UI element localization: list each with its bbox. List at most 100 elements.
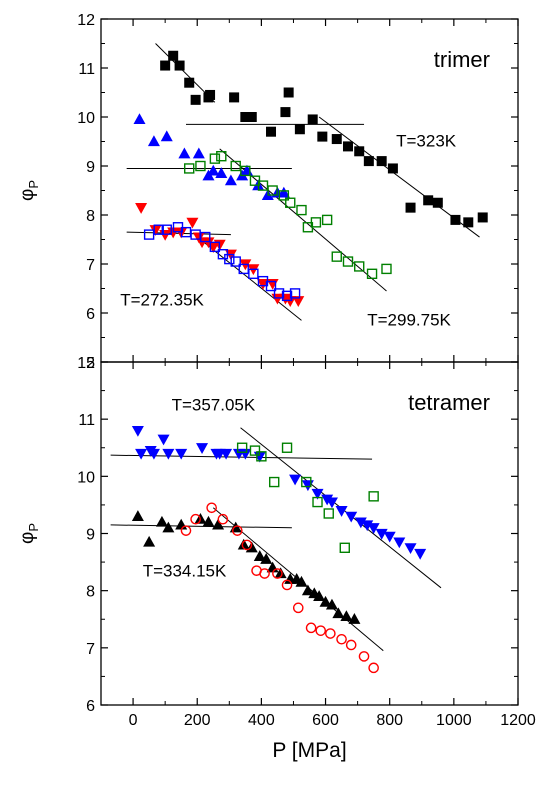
data-point [404, 543, 417, 554]
data-point [162, 448, 175, 460]
data-point [289, 474, 302, 486]
data-point [432, 197, 443, 208]
data-point [168, 50, 179, 61]
data-point [323, 508, 334, 519]
y-tick-label: 12 [77, 12, 95, 29]
data-point [180, 525, 192, 536]
series-3 [180, 502, 379, 674]
data-point [259, 568, 270, 579]
temperature-annotation: T=272.35K [120, 291, 204, 310]
data-point [216, 150, 227, 162]
series-0 [160, 50, 488, 228]
data-point [147, 448, 160, 460]
data-point [178, 147, 191, 159]
data-point [224, 174, 237, 186]
data-point [354, 517, 367, 529]
fit-line [110, 454, 373, 460]
data-point [277, 186, 290, 198]
data-point [135, 448, 148, 460]
y-tick-label: 9 [86, 527, 95, 544]
data-point [317, 131, 328, 142]
y-tick-label: 7 [86, 257, 95, 274]
data-point [184, 163, 195, 174]
data-point [284, 296, 297, 307]
data-point [292, 602, 304, 614]
data-point [311, 488, 324, 500]
data-point [186, 217, 199, 229]
data-point [405, 202, 416, 213]
data-point [339, 542, 350, 553]
temperature-annotation: T=299.75K [367, 310, 451, 329]
temperature-annotation: T=334.15K [143, 561, 227, 580]
temperature-annotation: T=323K [396, 131, 457, 150]
data-point [315, 625, 327, 636]
x-tick-label: 0 [129, 712, 138, 729]
x-tick-label: 400 [248, 712, 275, 729]
data-point [354, 146, 365, 157]
data-point [135, 203, 148, 214]
data-point [155, 515, 168, 527]
fit-line [110, 524, 292, 529]
data-point [348, 613, 361, 624]
y-tick-label: 10 [77, 110, 95, 127]
panel-top: 5 6 7 8 9 10 11 12 φP trimer T=323K T=299.75K T=272.… [17, 12, 519, 372]
y-tick-label: 5 [86, 355, 95, 372]
panel-bottom: 6 7 8 9 10 11 12 0 200 400 600 800 1000 1200 P [MPa] φP… [17, 355, 536, 762]
data-point [265, 280, 277, 292]
data-point [229, 92, 240, 103]
data-point [195, 160, 206, 172]
data-point [310, 217, 322, 228]
series-3 [135, 203, 305, 307]
data-point [301, 584, 314, 596]
data-point [280, 107, 291, 118]
y-tick-label: 12 [77, 355, 95, 372]
data-point [192, 147, 205, 159]
series-4 [143, 222, 301, 302]
data-point [477, 212, 488, 223]
y-tick-label: 7 [86, 641, 95, 658]
data-point [160, 130, 173, 142]
data-point [296, 204, 307, 216]
data-point [159, 230, 172, 241]
data-point [217, 513, 229, 525]
data-point [175, 518, 188, 530]
data-point [319, 595, 332, 607]
data-point [321, 214, 333, 226]
data-point [153, 224, 164, 235]
data-point [133, 113, 146, 125]
data-point [267, 185, 278, 196]
data-point [367, 523, 380, 534]
data-point [345, 511, 358, 523]
data-point [375, 528, 388, 540]
data-point [301, 476, 312, 488]
data-point [149, 225, 162, 236]
data-point [332, 607, 345, 619]
x-tick-label: 1200 [500, 712, 536, 729]
data-point [269, 476, 280, 488]
data-point [215, 167, 228, 178]
data-point [345, 639, 357, 651]
panel-label: tetramer [408, 390, 490, 415]
y-tick-label: 8 [86, 208, 95, 225]
data-point [248, 268, 259, 279]
data-point [143, 229, 155, 240]
data-point [190, 94, 201, 105]
data-point [313, 590, 326, 601]
series-1 [236, 442, 379, 553]
x-tick-label: 800 [376, 712, 403, 729]
data-point [366, 268, 378, 279]
data-point [331, 251, 342, 262]
data-point [161, 224, 172, 235]
data-point [381, 263, 392, 275]
data-point [212, 518, 225, 530]
x-axis-label: P [MPa] [272, 739, 346, 762]
data-point [209, 153, 221, 164]
data-point [274, 567, 287, 579]
data-point [342, 141, 353, 152]
y-tick-label: 9 [86, 159, 95, 176]
data-point [331, 134, 342, 145]
data-point [295, 575, 308, 587]
panel-label: trimer [434, 47, 490, 72]
data-point [224, 253, 235, 265]
